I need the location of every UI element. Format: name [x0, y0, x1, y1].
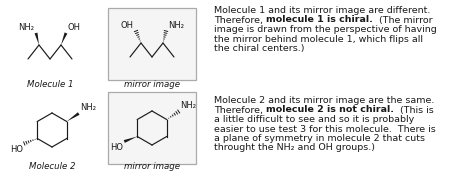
Polygon shape	[61, 32, 67, 45]
Text: Therefore,: Therefore,	[214, 16, 266, 25]
Text: Molecule 2: Molecule 2	[29, 162, 75, 171]
Text: molecule 1 is chiral.: molecule 1 is chiral.	[266, 16, 373, 25]
Text: HO: HO	[10, 145, 23, 154]
Text: HO: HO	[110, 143, 123, 152]
Text: molecule 2 is not chiral.: molecule 2 is not chiral.	[266, 106, 394, 115]
Text: NH₂: NH₂	[168, 21, 184, 30]
Polygon shape	[35, 33, 39, 45]
Text: OH: OH	[121, 21, 134, 30]
Bar	[108, 8, 196, 80]
Text: NH₂: NH₂	[18, 23, 34, 32]
Text: a little difficult to see and so it is probably: a little difficult to see and so it is p…	[214, 115, 414, 124]
Text: mirror image: mirror image	[124, 162, 180, 171]
Text: NH₂: NH₂	[80, 104, 96, 113]
Text: image is drawn from the perspective of having: image is drawn from the perspective of h…	[214, 25, 437, 34]
Text: a plane of symmetry in molecule 2 that cuts: a plane of symmetry in molecule 2 that c…	[214, 134, 425, 143]
Polygon shape	[67, 112, 80, 122]
Text: OH: OH	[68, 23, 81, 32]
Text: Molecule 1 and its mirror image are different.: Molecule 1 and its mirror image are diff…	[214, 6, 430, 15]
Polygon shape	[124, 137, 137, 143]
Text: NH₂: NH₂	[180, 102, 196, 111]
Text: throught the NH₂ and OH groups.): throught the NH₂ and OH groups.)	[214, 143, 375, 152]
Text: the mirror behind molecule 1, which flips all: the mirror behind molecule 1, which flip…	[214, 35, 423, 44]
Text: easier to use test 3 for this molecule.  There is: easier to use test 3 for this molecule. …	[214, 124, 436, 134]
Text: Molecule 1: Molecule 1	[27, 80, 73, 89]
Text: the chiral centers.): the chiral centers.)	[214, 44, 304, 53]
Text: (This is: (This is	[394, 106, 434, 115]
Text: (The mirror: (The mirror	[373, 16, 432, 25]
Text: Molecule 2 and its mirror image are the same.: Molecule 2 and its mirror image are the …	[214, 96, 434, 105]
Bar	[108, 92, 196, 164]
Text: mirror image: mirror image	[124, 80, 180, 89]
Text: Therefore,: Therefore,	[214, 106, 266, 115]
